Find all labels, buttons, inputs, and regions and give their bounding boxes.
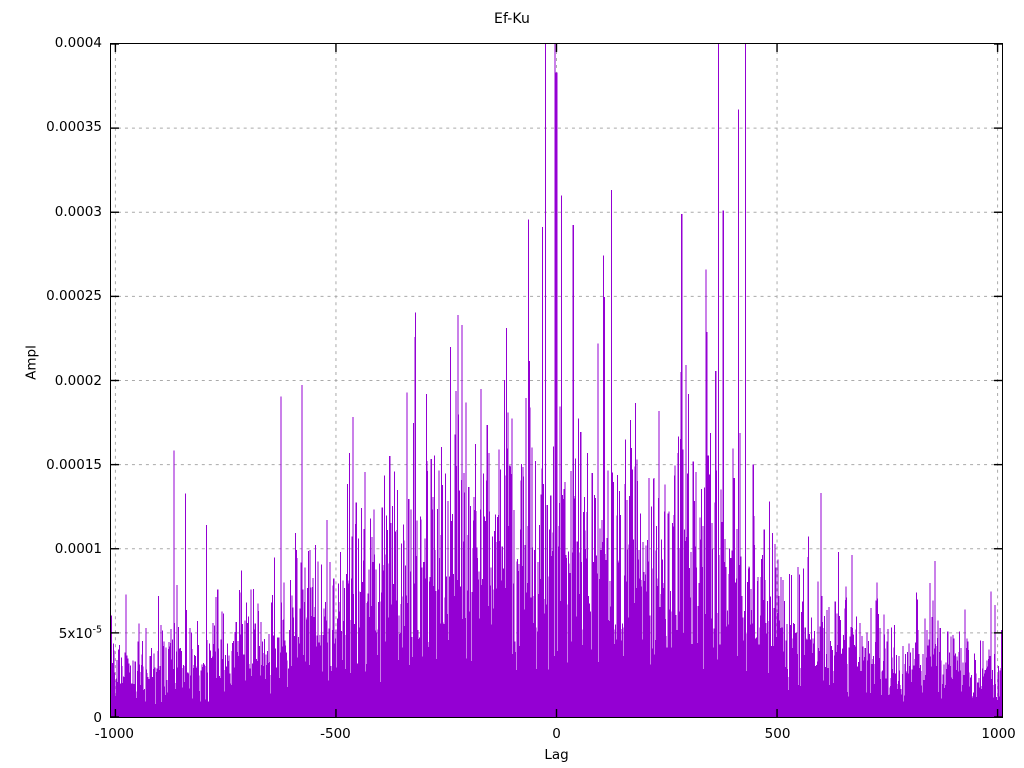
y-axis-tick-label: 0.00015 [46, 456, 102, 473]
chart-title: Ef-Ku [494, 11, 530, 27]
y-tick-mantissa: 5x10 [58, 625, 93, 642]
y-axis-tick-labels: 0.0004 0.00035 0.0003 0.00025 0.0002 0.00015 0… [0, 0, 102, 768]
x-axis-tick-label: -500 [320, 726, 351, 742]
x-axis-tick-label: 1000 [981, 726, 1016, 742]
y-axis-title: Ampl [23, 345, 40, 380]
y-axis-tick-label: 0 [93, 710, 102, 726]
y-axis-tick-label: 5x10-5 [6, 624, 102, 642]
x-axis-tick-labels: -1000 -500 0 500 1000 [0, 727, 1024, 747]
y-tick-exponent: -5 [92, 624, 102, 636]
x-axis-title: Lag [544, 747, 569, 763]
plot-area [110, 43, 1003, 718]
data-series-impulses [111, 44, 1002, 717]
plot-inner [111, 44, 1002, 717]
y-axis-tick-label: 0.0004 [54, 35, 102, 51]
y-axis-tick-label: 0.0002 [54, 372, 102, 389]
y-axis-tick-label: 0.0001 [54, 541, 102, 558]
axis-ticks [111, 44, 1002, 717]
y-axis-tick-label: 0.0003 [54, 203, 102, 220]
y-axis-tick-label: 0.00035 [46, 119, 102, 136]
x-axis-tick-label: -1000 [94, 726, 135, 742]
x-axis-tick-label: 500 [764, 726, 791, 742]
y-axis-tick-label: 0.00025 [46, 288, 102, 305]
x-axis-tick-label: 0 [552, 726, 561, 742]
